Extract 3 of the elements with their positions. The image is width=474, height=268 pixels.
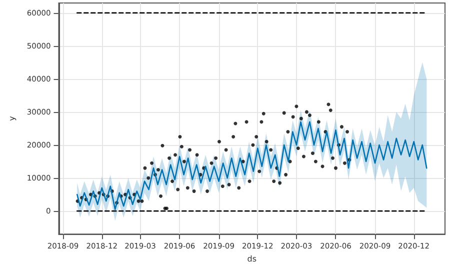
y-axis-title: y [8, 116, 16, 121]
line-series [76, 121, 428, 210]
x-axis-title: ds [247, 254, 257, 264]
